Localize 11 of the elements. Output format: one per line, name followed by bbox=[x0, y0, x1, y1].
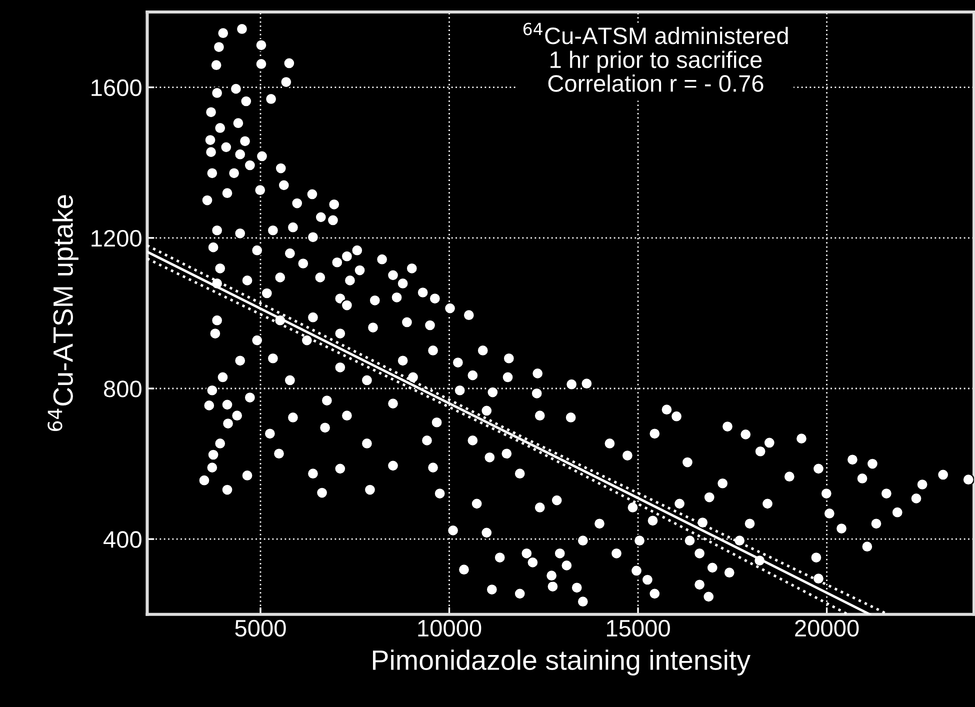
y-tick-label: 1600 bbox=[92, 79, 142, 96]
y-tick-label: 800 bbox=[104, 380, 142, 398]
x-tick-label: 5000 bbox=[235, 620, 286, 637]
x-axis-title: Pimonidazole staining intensity bbox=[372, 650, 751, 676]
x-tick-label: 20000 bbox=[795, 620, 859, 637]
y-tick-label: 1200 bbox=[92, 230, 142, 247]
y-axis-title: $^{64}$Cu-ATSM uptake bbox=[48, 195, 78, 432]
y-tick-label: 400 bbox=[104, 531, 142, 548]
x-tick-label: 15000 bbox=[606, 620, 670, 637]
annotation: $^{64}$Cu-ATSM administered 1 hr prior to sacrifice Correlation r = - 0.76 bbox=[523, 22, 788, 92]
x-tick-label: 10000 bbox=[418, 620, 482, 637]
